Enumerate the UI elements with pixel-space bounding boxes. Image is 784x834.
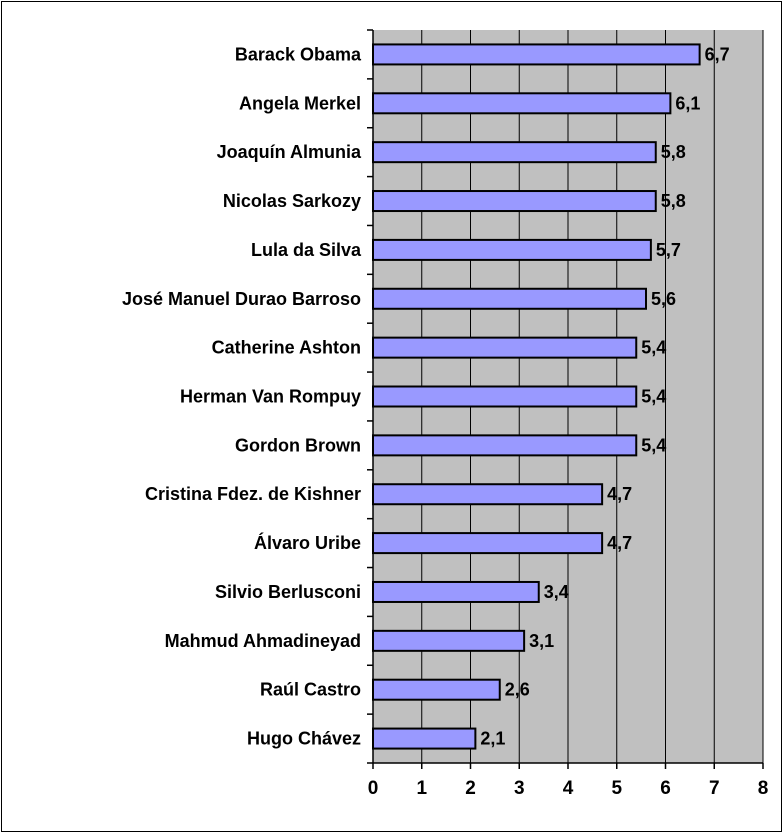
bar-8 <box>372 434 638 457</box>
bar-3 <box>372 190 657 213</box>
category-label: Hugo Chávez <box>247 729 361 749</box>
value-labels: 6,7 6,1 5,8 5,8 5,7 5,6 5,4 5,4 5,4 4,7 4,7 3,4 3,1 2… <box>480 44 729 748</box>
bar-5 <box>372 287 647 310</box>
bar-4 <box>372 238 652 261</box>
category-labels: Barack Obama Angela Merkel Joaquín Almunia… <box>122 44 362 748</box>
value-label: 5,8 <box>661 142 686 162</box>
category-label: Silvio Berlusconi <box>215 582 361 602</box>
category-label: Gordon Brown <box>235 435 361 455</box>
bar-0 <box>372 43 701 66</box>
value-label: 5,4 <box>641 338 666 358</box>
category-label: Angela Merkel <box>239 93 361 113</box>
category-label: Barack Obama <box>235 44 362 64</box>
bar-1 <box>372 92 672 115</box>
category-label: Raúl Castro <box>260 680 361 700</box>
bar-12 <box>372 629 526 652</box>
bar-6 <box>372 336 638 359</box>
category-label: Catherine Ashton <box>212 338 361 358</box>
category-label: Herman Van Rompuy <box>180 387 361 407</box>
x-tick-label: 1 <box>416 778 427 799</box>
value-label: 2,6 <box>505 680 530 700</box>
x-tick-label: 0 <box>368 778 379 799</box>
value-label: 3,4 <box>544 582 569 602</box>
value-label: 5,4 <box>641 435 666 455</box>
category-label: Lula da Silva <box>251 240 362 260</box>
value-label: 4,7 <box>607 533 632 553</box>
category-label: Joaquín Almunia <box>217 142 362 162</box>
x-tick-label: 7 <box>709 778 720 799</box>
x-tick-labels: 0 1 2 3 4 5 6 7 8 <box>368 778 769 799</box>
bar-9 <box>372 483 604 506</box>
x-tick-label: 4 <box>563 778 574 799</box>
bar-10 <box>372 532 604 555</box>
value-label: 2,1 <box>480 729 505 749</box>
value-label: 5,7 <box>656 240 681 260</box>
x-tick-label: 2 <box>465 778 476 799</box>
category-label: Nicolas Sarkozy <box>223 191 361 211</box>
bar-13 <box>372 678 501 701</box>
x-tick-label: 3 <box>514 778 525 799</box>
bar-11 <box>372 580 540 603</box>
value-label: 3,1 <box>529 631 554 651</box>
value-label: 5,4 <box>641 387 666 407</box>
bar-2 <box>372 141 657 164</box>
x-tick-label: 6 <box>660 778 671 799</box>
x-tick-label: 5 <box>611 778 622 799</box>
x-tick-label: 8 <box>758 778 769 799</box>
value-label: 4,7 <box>607 484 632 504</box>
axes <box>367 29 764 769</box>
value-label: 6,7 <box>705 44 730 64</box>
category-label: José Manuel Durao Barroso <box>122 289 361 309</box>
value-label: 6,1 <box>675 93 700 113</box>
bar-7 <box>372 385 638 408</box>
value-label: 5,6 <box>651 289 676 309</box>
value-label: 5,8 <box>661 191 686 211</box>
category-label: Mahmud Ahmadineyad <box>165 631 361 651</box>
bar-14 <box>372 727 477 750</box>
category-label: Cristina Fdez. de Kishner <box>145 484 361 504</box>
bars <box>372 43 701 750</box>
category-label: Álvaro Uribe <box>254 532 361 553</box>
